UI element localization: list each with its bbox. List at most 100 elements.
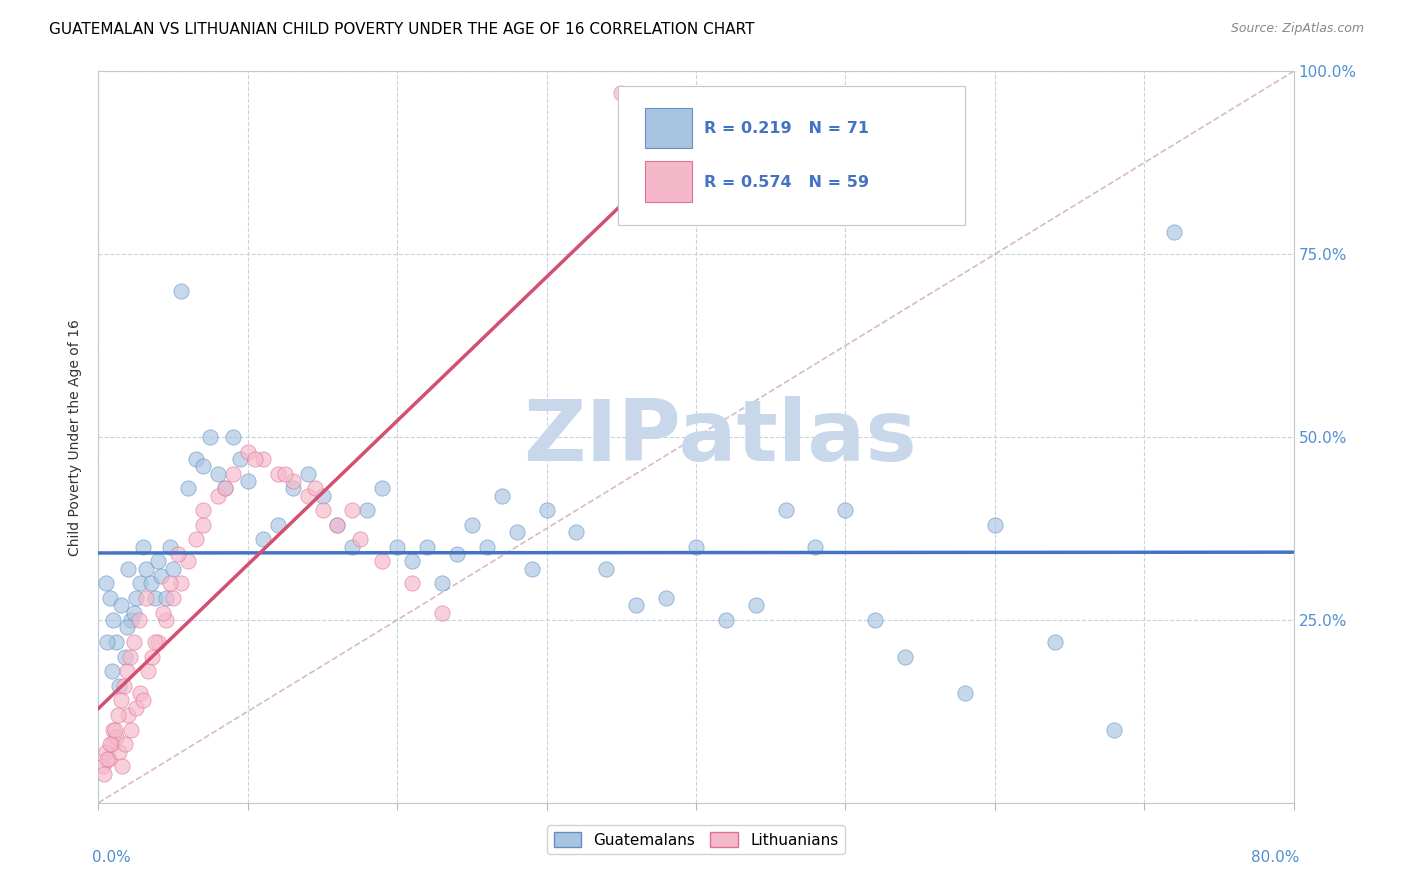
- Point: [245, 452, 267, 467]
- Point: [416, 540, 439, 554]
- Point: [491, 489, 513, 503]
- FancyBboxPatch shape: [644, 108, 692, 148]
- Point: [461, 517, 484, 532]
- Point: [141, 649, 163, 664]
- Point: [129, 686, 152, 700]
- Point: [297, 489, 319, 503]
- Point: [98, 591, 122, 605]
- Point: [274, 467, 297, 481]
- Point: [349, 533, 371, 547]
- Point: [610, 87, 633, 101]
- Point: [91, 759, 114, 773]
- Point: [252, 452, 274, 467]
- Point: [104, 723, 127, 737]
- Point: [112, 679, 135, 693]
- Point: [191, 459, 214, 474]
- Point: [101, 664, 124, 678]
- Text: 0.0%: 0.0%: [93, 850, 131, 865]
- Y-axis label: Child Poverty Under the Age of 16: Child Poverty Under the Age of 16: [69, 318, 83, 556]
- Text: 80.0%: 80.0%: [1251, 850, 1299, 865]
- Point: [159, 576, 181, 591]
- Point: [191, 517, 214, 532]
- Point: [105, 635, 128, 649]
- Point: [162, 591, 184, 605]
- Point: [401, 576, 423, 591]
- Point: [101, 737, 124, 751]
- Point: [297, 467, 319, 481]
- Point: [214, 481, 236, 495]
- Point: [267, 467, 290, 481]
- Point: [114, 737, 136, 751]
- Point: [207, 489, 229, 503]
- Point: [356, 503, 378, 517]
- Point: [222, 467, 245, 481]
- Point: [128, 613, 150, 627]
- Point: [371, 554, 394, 568]
- Point: [129, 576, 152, 591]
- Point: [120, 723, 142, 737]
- Point: [804, 540, 827, 554]
- Point: [93, 766, 115, 780]
- Point: [953, 686, 976, 700]
- Point: [110, 693, 132, 707]
- Point: [97, 752, 120, 766]
- Point: [714, 613, 737, 627]
- Point: [124, 606, 146, 620]
- Point: [520, 562, 543, 576]
- Point: [177, 481, 200, 495]
- Legend: Guatemalans, Lithuanians: Guatemalans, Lithuanians: [547, 825, 845, 854]
- Point: [214, 481, 236, 495]
- Point: [148, 635, 170, 649]
- Point: [1104, 723, 1126, 737]
- Text: Source: ZipAtlas.com: Source: ZipAtlas.com: [1230, 22, 1364, 36]
- Point: [105, 730, 128, 744]
- Point: [191, 503, 214, 517]
- Point: [222, 430, 245, 444]
- Point: [139, 576, 162, 591]
- Point: [124, 635, 146, 649]
- Point: [655, 591, 678, 605]
- Point: [148, 554, 170, 568]
- Point: [94, 576, 117, 591]
- Point: [114, 649, 136, 664]
- Point: [281, 481, 304, 495]
- Point: [135, 591, 157, 605]
- Point: [132, 540, 155, 554]
- Point: [135, 562, 157, 576]
- Point: [834, 503, 856, 517]
- Point: [311, 503, 333, 517]
- Point: [111, 759, 134, 773]
- Point: [107, 708, 129, 723]
- Point: [775, 503, 797, 517]
- Point: [166, 547, 188, 561]
- Point: [132, 693, 155, 707]
- Point: [152, 606, 174, 620]
- Point: [108, 679, 131, 693]
- Point: [1163, 225, 1185, 239]
- Point: [159, 540, 181, 554]
- Point: [184, 452, 207, 467]
- Point: [745, 599, 768, 613]
- Point: [267, 517, 290, 532]
- Point: [236, 444, 259, 458]
- Point: [626, 599, 648, 613]
- Point: [326, 517, 349, 532]
- Point: [125, 591, 148, 605]
- Point: [229, 452, 252, 467]
- Point: [117, 562, 139, 576]
- Point: [401, 554, 423, 568]
- Point: [115, 664, 138, 678]
- Point: [506, 525, 529, 540]
- Point: [155, 591, 177, 605]
- Point: [342, 540, 364, 554]
- Text: ZIPatlas: ZIPatlas: [523, 395, 917, 479]
- Point: [252, 533, 274, 547]
- Point: [96, 635, 118, 649]
- Point: [115, 620, 138, 634]
- Point: [685, 540, 707, 554]
- Point: [103, 723, 125, 737]
- Point: [236, 474, 259, 488]
- Point: [326, 517, 349, 532]
- Point: [177, 554, 200, 568]
- Point: [120, 613, 142, 627]
